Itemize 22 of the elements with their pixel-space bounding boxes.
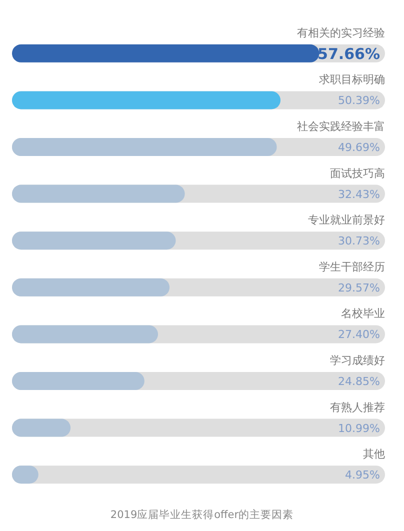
data-label: 32.43% (338, 188, 380, 201)
data-label: 50.39% (338, 94, 380, 108)
data-label: 4.95% (345, 468, 380, 482)
text: 2019应届毕业生获得offer的主要因素 (110, 508, 294, 521)
y-tick-label: 专业就业前景好 (308, 214, 385, 227)
data-label: 24.85% (338, 374, 380, 388)
y-tick-label: 其他 (363, 448, 385, 461)
y-tick-label: 社会实践经验丰富 (297, 120, 385, 133)
y-tick-label: 求职目标明确 (319, 73, 385, 86)
data-label: 30.73% (338, 234, 380, 248)
y-tick-label: 有相关的实习经验 (297, 26, 385, 40)
y-tick-label: 学习成绩好 (330, 354, 385, 367)
data-label: 57.66% (318, 44, 380, 63)
y-tick-label: 名校毕业 (341, 307, 385, 320)
data-label: 29.57% (338, 281, 380, 294)
data-label: 27.40% (338, 328, 380, 342)
y-tick-label: 有熟人推荐 (330, 400, 385, 414)
y-tick-label: 面试技巧高 (330, 166, 385, 180)
data-label: 10.99% (338, 422, 380, 435)
bar (12, 418, 71, 437)
y-tick-label: 学生干部经历 (319, 260, 385, 274)
data-label: 49.69% (338, 140, 380, 154)
